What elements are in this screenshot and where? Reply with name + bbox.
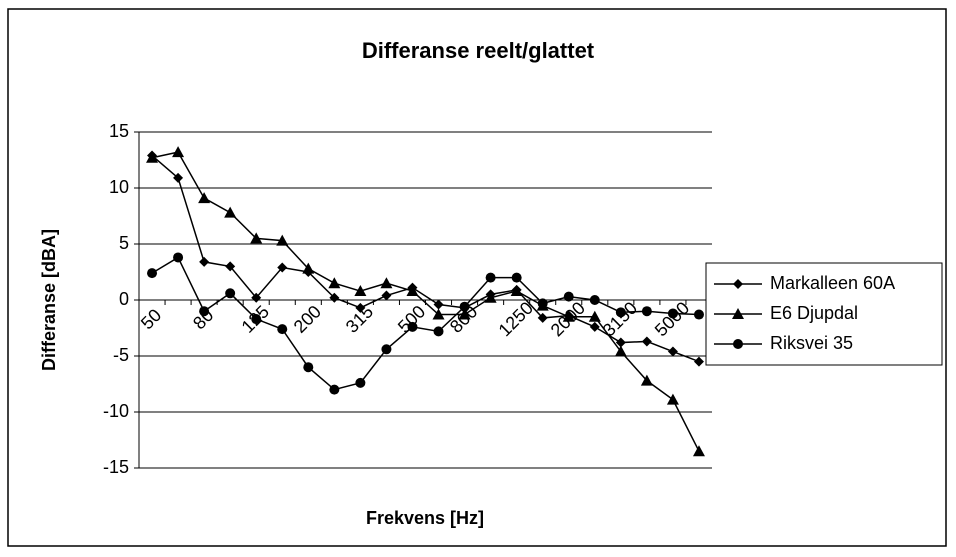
marker <box>380 277 393 289</box>
series-line <box>151 256 700 391</box>
marker <box>407 321 418 332</box>
y-tick-label: -10 <box>103 401 129 421</box>
marker <box>172 146 185 158</box>
marker <box>173 252 184 263</box>
marker <box>199 256 210 267</box>
marker <box>511 272 522 283</box>
marker <box>250 232 263 244</box>
marker <box>277 324 288 335</box>
marker <box>666 393 679 405</box>
x-axis-title: Frekvens [Hz] <box>366 508 484 528</box>
marker <box>458 308 471 320</box>
marker <box>563 291 574 302</box>
marker <box>147 268 158 279</box>
marker <box>693 356 704 367</box>
marker <box>199 306 210 317</box>
marker <box>485 272 496 283</box>
chart-title: Differanse reelt/glattet <box>362 38 595 63</box>
marker <box>146 151 159 163</box>
marker <box>381 344 392 355</box>
marker <box>277 262 288 273</box>
marker <box>667 308 678 319</box>
marker <box>641 336 652 347</box>
legend-label: Markalleen 60A <box>770 273 895 293</box>
marker <box>667 346 678 357</box>
marker <box>328 277 341 289</box>
marker <box>354 285 367 297</box>
marker <box>173 172 184 183</box>
marker <box>641 306 652 317</box>
marker <box>329 292 340 303</box>
marker <box>589 295 600 305</box>
marker <box>355 377 366 388</box>
y-tick-label: 5 <box>119 233 129 253</box>
marker <box>432 308 445 320</box>
marker <box>276 234 289 246</box>
marker <box>692 445 705 457</box>
marker <box>484 291 497 303</box>
legend: Markalleen 60A E6 Djupdal Riksvei 35 <box>705 262 943 366</box>
y-tick-label: 0 <box>119 289 129 309</box>
marker <box>302 262 315 274</box>
marker <box>537 312 548 323</box>
marker <box>329 384 340 395</box>
marker <box>459 301 470 312</box>
marker <box>589 321 600 332</box>
marker <box>640 374 653 386</box>
marker <box>433 326 444 337</box>
marker <box>251 292 262 303</box>
marker <box>224 206 237 218</box>
marker <box>355 302 366 313</box>
marker <box>588 310 601 322</box>
marker <box>614 345 627 357</box>
marker <box>732 308 744 319</box>
marker <box>733 279 743 289</box>
marker <box>251 314 262 325</box>
marker <box>225 288 236 299</box>
marker <box>562 310 575 322</box>
series-line <box>151 151 700 452</box>
marker <box>303 362 314 373</box>
y-tick-label: 10 <box>109 177 129 197</box>
marker <box>225 261 236 272</box>
marker <box>733 339 743 349</box>
marker <box>615 307 626 318</box>
marker <box>406 285 419 297</box>
marker <box>198 192 211 204</box>
legend-label: E6 Djupdal <box>770 303 858 323</box>
y-tick-label: -15 <box>103 457 129 477</box>
marker <box>615 337 626 348</box>
marker <box>433 299 444 310</box>
y-tick-label: 15 <box>109 121 129 141</box>
marker <box>537 298 548 309</box>
marker <box>693 309 704 320</box>
marker <box>510 285 523 297</box>
marker <box>381 290 392 301</box>
legend-label: Riksvei 35 <box>770 333 853 353</box>
y-tick-label: -5 <box>113 345 129 365</box>
y-axis-title: Differanse [dBA] <box>39 229 59 371</box>
